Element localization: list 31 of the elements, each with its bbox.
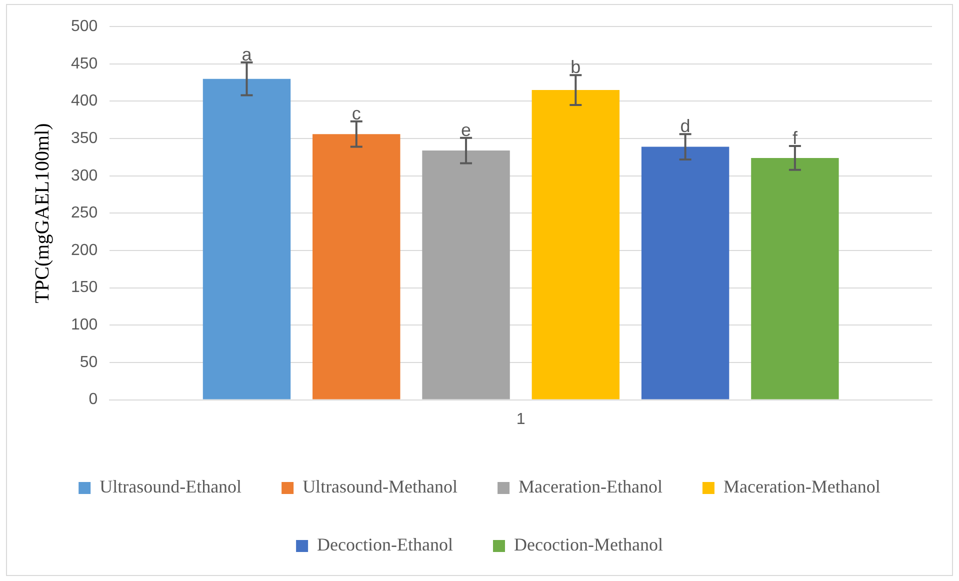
data-label: a: [242, 44, 253, 64]
y-tick-label: 500: [70, 18, 98, 36]
bar: [312, 134, 400, 400]
data-label: b: [570, 57, 581, 78]
y-axis-title: TPC(mgGAEL100ml): [31, 123, 54, 304]
y-tick-label: 400: [70, 92, 98, 110]
data-label: d: [680, 116, 690, 136]
bar: [751, 158, 839, 400]
data-label: c: [352, 103, 361, 124]
legend-label: Ultrasound-Ethanol: [100, 476, 242, 497]
y-tick-label: 300: [70, 167, 98, 184]
legend-label: Maceration-Methanol: [723, 476, 880, 497]
y-tick-label: 0: [88, 391, 98, 408]
y-tick-label: 450: [70, 55, 98, 72]
bar: [532, 90, 620, 400]
y-tick-label: 100: [70, 316, 98, 334]
y-tick-label: 50: [80, 354, 98, 371]
bar: [202, 78, 291, 400]
legend-label: Decoction-Ethanol: [317, 534, 454, 555]
legend-label: Maceration-Ethanol: [518, 476, 662, 497]
data-label: e: [461, 120, 472, 140]
legend-label: Ultrasound-Methanol: [302, 476, 458, 497]
y-tick-label: 200: [70, 242, 98, 259]
legend-label: Decoction-Methanol: [514, 534, 663, 555]
y-tick-label: 150: [70, 279, 98, 296]
y-tick-label: 350: [70, 130, 98, 147]
bar: [641, 146, 730, 400]
y-tick-label: 250: [70, 204, 98, 222]
data-label: f: [792, 128, 798, 148]
x-tick-label: 1: [516, 410, 526, 428]
bar: [422, 150, 510, 400]
